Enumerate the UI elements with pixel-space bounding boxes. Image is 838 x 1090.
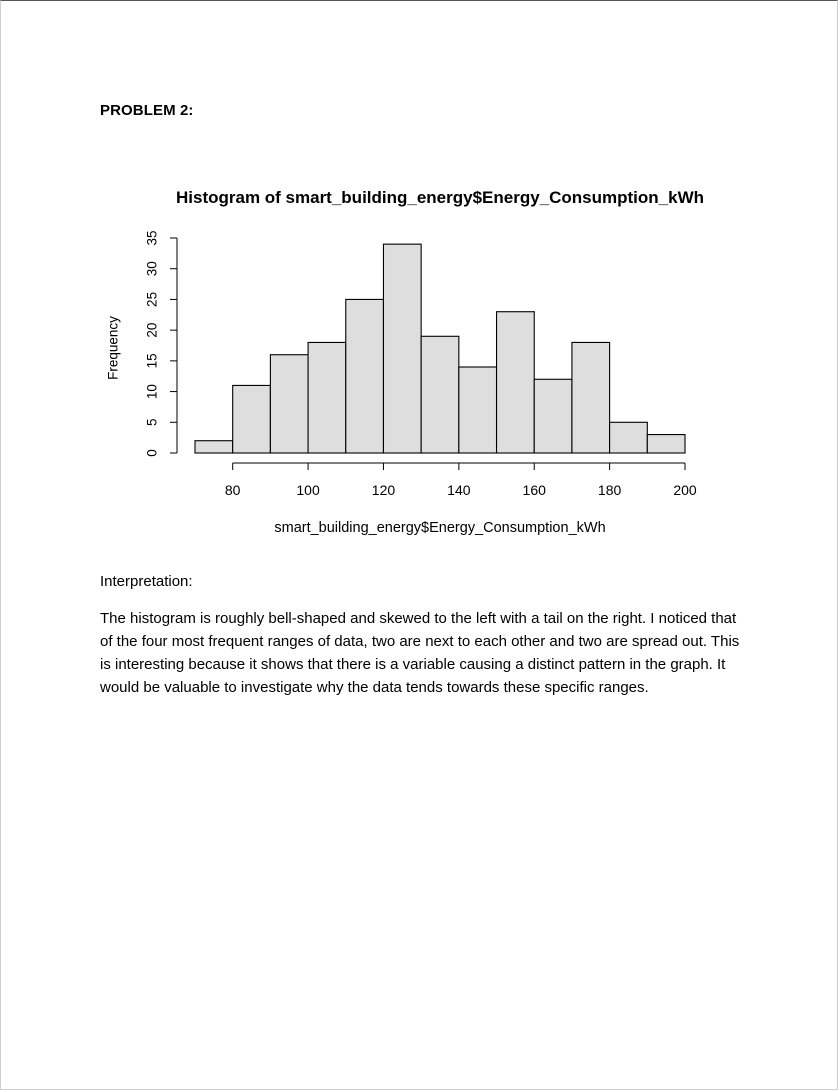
histogram-bar xyxy=(269,354,309,454)
y-tick-label: 10 xyxy=(145,384,160,399)
y-axis-label: Frequency xyxy=(106,316,121,380)
x-tick-label: 140 xyxy=(447,482,471,498)
x-tick-label: 160 xyxy=(523,482,547,498)
histogram-bar xyxy=(609,421,648,454)
x-tick-label: 80 xyxy=(225,482,241,498)
x-axis: 80 100 120 140 160 180 200 xyxy=(225,462,697,498)
interpretation-paragraph: The histogram is roughly bell-shaped and… xyxy=(100,610,740,696)
histogram-bar xyxy=(382,243,422,454)
y-tick-label: 20 xyxy=(145,323,160,338)
histogram-bar xyxy=(232,384,271,454)
x-tick-label: 100 xyxy=(296,482,320,498)
histogram-bar xyxy=(420,335,460,454)
histogram-bars xyxy=(194,243,686,454)
y-tick-label: 30 xyxy=(145,261,160,276)
histogram-bar xyxy=(458,366,498,454)
interpretation-label: Interpretation: xyxy=(100,573,193,590)
y-tick-label: 35 xyxy=(145,230,160,245)
x-tick-label: 180 xyxy=(598,482,622,498)
x-axis-label: smart_building_energy$Energy_Consumption… xyxy=(274,520,605,536)
y-tick-label: 0 xyxy=(145,449,160,457)
histogram-bar xyxy=(345,298,385,454)
chart-title: Histogram of smart_building_energy$Energ… xyxy=(176,188,704,207)
histogram-bar xyxy=(194,440,234,454)
y-tick-label: 25 xyxy=(145,292,160,307)
histogram-bar xyxy=(307,341,347,454)
histogram-svg: Histogram of smart_building_energy$Energ… xyxy=(106,188,705,536)
x-tick-label: 200 xyxy=(673,482,697,498)
y-tick-label: 15 xyxy=(145,353,160,368)
histogram-bar xyxy=(571,341,611,454)
x-tick-label: 120 xyxy=(372,482,396,498)
y-tick-label: 5 xyxy=(145,419,160,427)
histogram-bar xyxy=(533,378,573,454)
histogram-bar xyxy=(646,434,686,454)
y-axis: 0 5 10 15 20 25 30 35 xyxy=(145,230,178,457)
problem-heading: PROBLEM 2: xyxy=(100,102,194,119)
histogram-bar xyxy=(495,311,535,454)
histogram-chart: Histogram of smart_building_energy$Energ… xyxy=(1,176,838,546)
